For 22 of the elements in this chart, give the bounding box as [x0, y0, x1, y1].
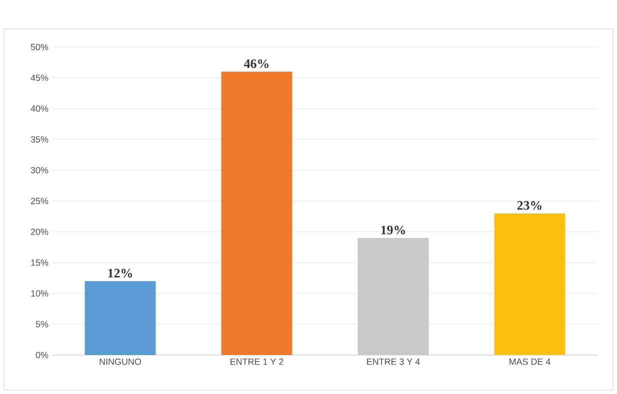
- x-tick-label: NINGUNO: [100, 358, 141, 365]
- data-label: 46%: [244, 59, 268, 68]
- y-tick-label: 10%: [31, 290, 48, 297]
- y-tick-label: 0%: [36, 352, 48, 358]
- x-tick-label: ENTRE 1 Y 2: [230, 358, 284, 365]
- bar: [494, 213, 566, 355]
- data-label: 23%: [517, 201, 542, 210]
- bar: [84, 281, 156, 355]
- data-label: 19%: [381, 226, 405, 234]
- y-tick-label: 20%: [30, 228, 48, 235]
- y-tick-label: 35%: [30, 136, 48, 143]
- y-tick-label: 5%: [36, 321, 48, 328]
- y-tick-label: 25%: [30, 198, 48, 204]
- bar: [221, 72, 292, 355]
- x-tick-label: ENTRE 3 Y 4: [367, 358, 420, 365]
- data-label: 12%: [108, 268, 132, 278]
- y-tick-label: 50%: [30, 44, 48, 50]
- y-tick-label: 30%: [30, 167, 48, 174]
- x-tick-label: MAS DE 4: [510, 358, 550, 365]
- y-tick-label: 45%: [30, 74, 48, 81]
- y-tick-label: 15%: [31, 259, 48, 266]
- y-tick-label: 40%: [30, 105, 48, 112]
